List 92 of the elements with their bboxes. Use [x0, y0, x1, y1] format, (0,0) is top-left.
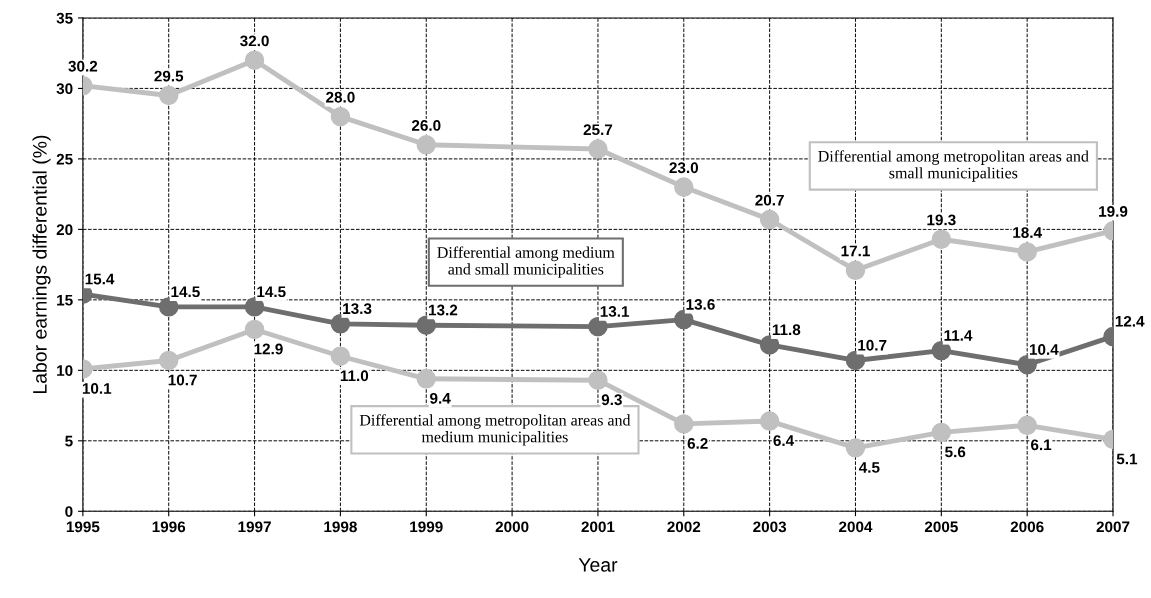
- point: [1017, 354, 1037, 375]
- point: [931, 229, 952, 249]
- data-label: 9.3: [601, 394, 622, 406]
- data-label: 30.2: [68, 60, 98, 72]
- data-label: 10.7: [168, 374, 197, 386]
- point: [158, 85, 179, 106]
- x-tick-label: 1995: [66, 521, 100, 533]
- point: [588, 316, 608, 337]
- text: Differential among medium and small municipalities: [437, 246, 615, 278]
- point: [244, 50, 265, 70]
- data-label: 11.4: [944, 330, 973, 341]
- data-label: 6.1: [1031, 439, 1052, 451]
- point: [674, 177, 694, 197]
- data-label: 20.7: [755, 194, 784, 206]
- x-tick-label: 1998: [324, 521, 357, 533]
- data-label: 23.0: [669, 162, 699, 174]
- data-label: 13.2: [429, 304, 458, 316]
- data-label: 18.4: [1013, 227, 1042, 238]
- point: [674, 309, 694, 330]
- data-label: 13.1: [600, 306, 630, 317]
- data-label: 12.9: [254, 343, 283, 355]
- y-tick-label: 20: [56, 224, 73, 236]
- x-tick-label: 2002: [667, 521, 701, 533]
- data-label: 9.4: [430, 392, 451, 404]
- point: [759, 335, 780, 355]
- point: [416, 315, 436, 335]
- point: [158, 297, 179, 317]
- x-tick-label: 1997: [238, 521, 271, 533]
- y-axis-title: Labor earnings differential (%): [32, 135, 51, 394]
- data-label: 11.0: [340, 370, 369, 382]
- point: [845, 350, 866, 371]
- point: [759, 411, 780, 431]
- data-label: 12.4: [1115, 315, 1145, 327]
- point: [330, 106, 351, 127]
- data-label: 19.9: [1099, 206, 1128, 217]
- y-tick-label: 30: [56, 83, 73, 95]
- data-label: 10.7: [858, 339, 887, 351]
- data-label: 4.5: [858, 462, 880, 473]
- data-label: 10.1: [82, 383, 112, 394]
- point: [330, 314, 351, 334]
- data-label: 25.7: [583, 124, 613, 136]
- data-label: 19.3: [927, 214, 956, 226]
- point: [158, 350, 179, 371]
- data-label: 26.0: [411, 120, 441, 131]
- point: [588, 139, 608, 159]
- x-tick-label: 2003: [753, 521, 787, 533]
- data-label: 11.8: [772, 324, 801, 336]
- point: [416, 135, 436, 155]
- point: [845, 438, 866, 458]
- data-label: 10.4: [1029, 344, 1059, 355]
- y-tick-label: 10: [57, 365, 73, 377]
- series-label: Differential among metropolitan areas and medium municipalities: [359, 414, 631, 446]
- data-label: 32.0: [240, 35, 269, 47]
- point: [330, 346, 351, 366]
- point: [674, 414, 694, 434]
- x-tick-label: 2005: [924, 521, 958, 533]
- x-tick-label: 2001: [581, 521, 615, 533]
- data-label: 13.3: [343, 303, 372, 315]
- data-label: 5.6: [945, 446, 966, 458]
- point: [845, 260, 866, 280]
- data-label: 15.4: [85, 273, 115, 285]
- y-tick-label: 15: [57, 294, 73, 306]
- data-label: 28.0: [326, 91, 355, 103]
- y-tick-label: 0: [65, 506, 73, 517]
- point: [1017, 242, 1037, 262]
- data-label: 13.6: [686, 298, 715, 310]
- y-tick-label: 35: [56, 12, 73, 24]
- data-label: 14.5: [171, 286, 200, 298]
- point: [244, 297, 265, 317]
- point: [416, 369, 436, 389]
- y-tick-label: 25: [56, 153, 73, 165]
- x-tick-label: 2000: [495, 521, 529, 533]
- point: [1017, 415, 1037, 436]
- x-tick-label: 2004: [839, 521, 873, 533]
- data-label: 5.1: [1116, 453, 1138, 465]
- data-label: 14.5: [257, 286, 286, 298]
- text: Differential among metropolitan areas and small municipalities: [818, 150, 1089, 182]
- point: [759, 209, 780, 230]
- data-label: 29.5: [154, 70, 184, 82]
- data-label: 17.1: [841, 245, 870, 257]
- y-tick-label: 5: [65, 435, 73, 447]
- point: [588, 370, 608, 390]
- data-label: 6.4: [773, 435, 795, 447]
- point: [931, 340, 952, 361]
- data-label: 6.2: [687, 438, 708, 449]
- point: [931, 422, 952, 443]
- x-axis-title: Year: [578, 558, 618, 572]
- x-tick-label: 2006: [1010, 521, 1044, 533]
- x-tick-label: 1996: [152, 521, 186, 533]
- x-tick-label: 2007: [1096, 521, 1130, 533]
- point: [244, 319, 265, 340]
- x-tick-label: 1999: [410, 521, 443, 533]
